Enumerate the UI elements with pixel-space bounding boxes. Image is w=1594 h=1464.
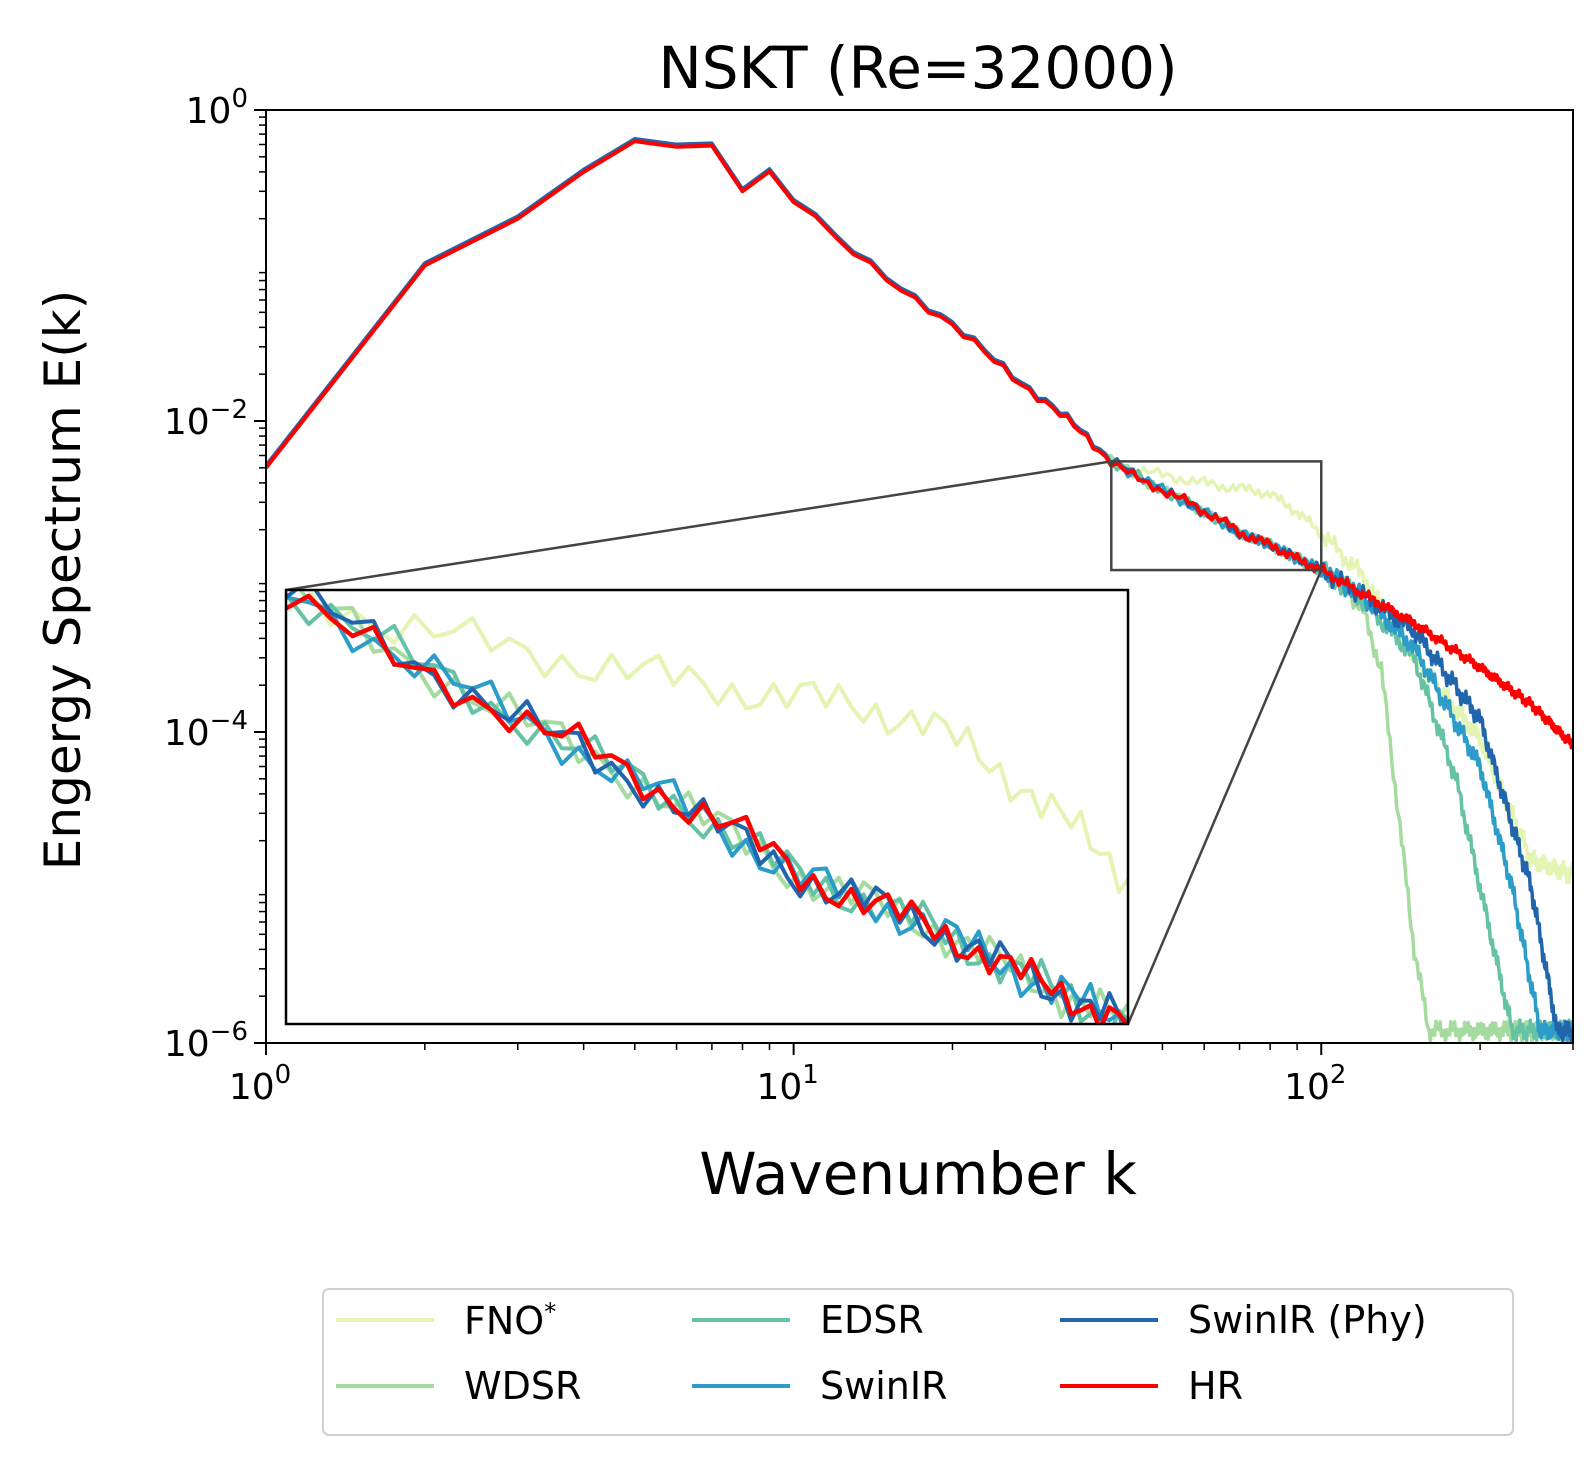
legend-item: SwinIR (692, 1364, 948, 1408)
plot-frame (265, 109, 1574, 1044)
y-tick-label: 10−6 (164, 1017, 248, 1065)
x-tick-label: 100 (229, 1060, 291, 1108)
y-tick-label: 100 (186, 84, 248, 132)
legend-swatch (336, 1384, 434, 1388)
zoom-annotation (285, 460, 1323, 1025)
inset-frame (284, 588, 1130, 1026)
legend-label: FNO* (464, 1297, 557, 1343)
inset-series-group (286, 590, 1128, 1024)
legend-label: HR (1188, 1364, 1243, 1408)
legend-label: WDSR (464, 1364, 582, 1408)
legend-swatch (692, 1384, 790, 1388)
legend-item: HR (1060, 1364, 1243, 1408)
x-tick-label: 102 (1284, 1060, 1346, 1108)
legend-item: WDSR (336, 1364, 582, 1408)
series-line-hr (266, 139, 1573, 750)
legend-swatch (1060, 1318, 1158, 1322)
zoom-connector-line (1126, 569, 1323, 1025)
legend-swatch (1060, 1384, 1158, 1388)
legend: FNO* WDSR EDSR SwinIR SwinIR (Phy) HR (322, 1288, 1514, 1436)
legend-swatch (336, 1318, 434, 1322)
zoom-region-box (1110, 460, 1323, 572)
y-tick-label: 10−2 (164, 395, 248, 443)
chart-title: NSKT (Re=32000) (658, 34, 1177, 102)
legend-label: SwinIR (820, 1364, 948, 1408)
inset-line-wdsr (298, 590, 1128, 1020)
x-axis-label: Wavenumber k (699, 1140, 1137, 1208)
zoom-connector-line (285, 460, 1112, 592)
inset-line-fno (306, 590, 1128, 894)
y-tick-label: 10−4 (164, 706, 248, 754)
x-tick-label: 101 (756, 1060, 818, 1108)
legend-label-superscript: * (544, 1297, 557, 1326)
legend-item: FNO* (336, 1297, 557, 1343)
legend-label: EDSR (820, 1298, 924, 1342)
y-axis-label: Engergy Spectrum E(k) (34, 290, 92, 870)
inset-line-hr (286, 593, 1128, 1024)
legend-item: EDSR (692, 1298, 924, 1342)
legend-label: SwinIR (Phy) (1188, 1298, 1427, 1342)
legend-swatch (692, 1318, 790, 1322)
legend-item: SwinIR (Phy) (1060, 1298, 1427, 1342)
main-series-group (266, 136, 1573, 1043)
inset-line-swinir (286, 593, 1124, 1024)
